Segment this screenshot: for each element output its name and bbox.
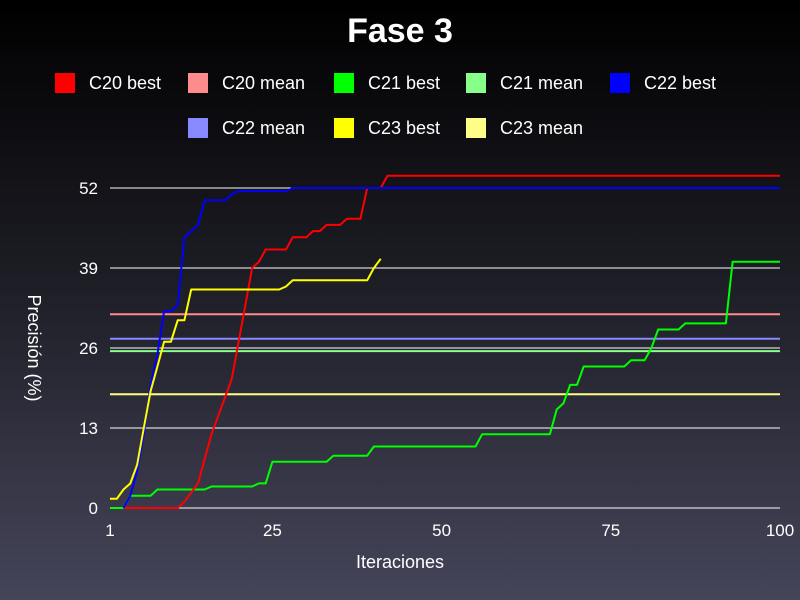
legend-item-c23-mean: C23 mean: [466, 113, 583, 143]
legend-label: C21 best: [368, 72, 441, 93]
legend-label: C22 mean: [222, 117, 306, 138]
legend-item-c22-best: C22 best: [610, 68, 716, 98]
legend-swatch: [610, 73, 630, 93]
x-tick-label: 100: [766, 521, 794, 540]
y-tick-label: 13: [79, 419, 98, 438]
legend-swatch: [466, 73, 486, 93]
x-axis-label: Iteraciones: [356, 552, 444, 572]
legend-label: C20 mean: [222, 72, 306, 93]
legend-label: C23 best: [368, 117, 441, 138]
series-line-c21-best: [110, 260, 780, 509]
legend-swatch: [188, 118, 208, 138]
legend-label: C21 mean: [500, 72, 584, 93]
y-tick-label: 26: [79, 339, 98, 358]
legend-item-c22-mean: C22 mean: [188, 113, 305, 143]
legend-label: C23 mean: [500, 117, 584, 138]
x-tick-label: 1: [105, 521, 114, 540]
legend-swatch: [466, 118, 486, 138]
legend-swatch: [188, 73, 208, 93]
x-tick-label: 25: [263, 521, 282, 540]
legend-swatch: [55, 73, 75, 93]
x-tick-label: 50: [432, 521, 451, 540]
y-axis-label: Precisión (%): [24, 294, 44, 401]
legend-label: C20 best: [89, 72, 162, 93]
legend-row-2: C22 mean C23 best C23 mean: [0, 113, 800, 143]
y-tick-label: 39: [79, 259, 98, 278]
series-line-c23-best: [110, 258, 382, 500]
legend-item-c21-mean: C21 mean: [466, 68, 583, 98]
legend-item-c20-mean: C20 mean: [188, 68, 305, 98]
series-line-c20-best: [123, 174, 780, 509]
chart-title: Fase 3: [347, 12, 453, 50]
legend-swatch: [334, 73, 354, 93]
legend-row-1: C20 best C20 mean C21 best C21 mean C22 …: [0, 68, 800, 98]
y-tick-label: 0: [89, 499, 98, 518]
legend-label: C22 best: [644, 72, 717, 93]
legend-item-c23-best: C23 best: [334, 113, 440, 143]
x-tick-label: 75: [601, 521, 620, 540]
legend-item-c21-best: C21 best: [334, 68, 440, 98]
legend-swatch: [334, 118, 354, 138]
y-tick-label: 52: [79, 179, 98, 198]
legend-item-c20-best: C20 best: [55, 68, 161, 98]
series-line-c22-best: [122, 187, 780, 509]
